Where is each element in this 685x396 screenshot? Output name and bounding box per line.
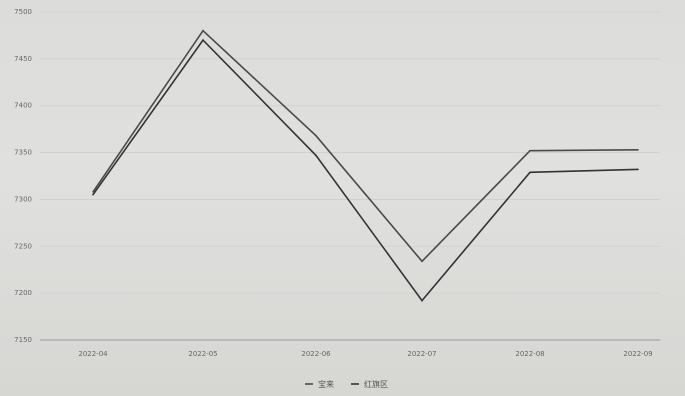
series-lines bbox=[92, 29, 639, 302]
y-tick-label: 7300 bbox=[14, 195, 32, 203]
grid-lines bbox=[40, 11, 660, 341]
x-tick-label: 2022-07 bbox=[407, 350, 436, 358]
data-point bbox=[202, 29, 204, 32]
x-tick-label: 2022-05 bbox=[188, 350, 217, 358]
data-point bbox=[529, 171, 531, 174]
data-point bbox=[637, 168, 639, 171]
y-tick-label: 7400 bbox=[14, 102, 32, 110]
x-tick-label: 2022-04 bbox=[78, 350, 108, 358]
data-point bbox=[529, 149, 531, 152]
y-tick-label: 7500 bbox=[14, 8, 32, 16]
y-tick-label: 7250 bbox=[14, 242, 32, 250]
series-line-1 bbox=[92, 29, 639, 263]
legend-label: 宝来 bbox=[318, 379, 334, 389]
y-tick-label: 7200 bbox=[14, 289, 32, 297]
x-tick-label: 2022-06 bbox=[301, 350, 331, 358]
y-tick-label: 7450 bbox=[14, 55, 32, 63]
data-point bbox=[202, 39, 204, 41]
data-point bbox=[421, 299, 423, 302]
series-line-2 bbox=[92, 38, 639, 302]
x-tick-label: 2022-09 bbox=[623, 350, 652, 358]
data-point bbox=[637, 149, 639, 151]
legend: 宝来 红旗区 bbox=[305, 379, 388, 389]
y-tick-label: 7350 bbox=[14, 149, 32, 157]
y-tick-label: 7150 bbox=[14, 336, 32, 344]
legend-label: 红旗区 bbox=[364, 379, 388, 389]
data-point bbox=[92, 193, 94, 196]
y-axis: 7150 7200 7250 7300 7350 7400 7450 7500 bbox=[14, 8, 32, 344]
data-point bbox=[315, 134, 317, 137]
x-axis: 2022-04 2022-05 2022-06 2022-07 2022-08 2022-… bbox=[78, 350, 652, 358]
data-point bbox=[315, 154, 317, 157]
x-tick-label: 2022-08 bbox=[515, 350, 544, 358]
data-point bbox=[421, 260, 423, 263]
data-point bbox=[92, 191, 94, 193]
